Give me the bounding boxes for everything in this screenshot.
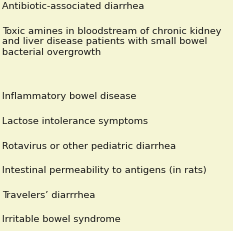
Text: Intestinal permeability to antigens (in rats): Intestinal permeability to antigens (in … [2,165,206,174]
Text: Toxic amines in bloodstream of chronic kidney
and liver disease patients with sm: Toxic amines in bloodstream of chronic k… [2,27,221,56]
Text: Rotavirus or other pediatric diarrhea: Rotavirus or other pediatric diarrhea [2,141,176,150]
Text: Inflammatory bowel disease: Inflammatory bowel disease [2,92,136,101]
Text: Antibiotic-associated diarrhea: Antibiotic-associated diarrhea [2,2,144,11]
Text: Travelers’ diarrrhea: Travelers’ diarrrhea [2,190,95,199]
Text: Lactose intolerance symptoms: Lactose intolerance symptoms [2,116,148,125]
Text: Irritable bowel syndrome: Irritable bowel syndrome [2,214,120,223]
